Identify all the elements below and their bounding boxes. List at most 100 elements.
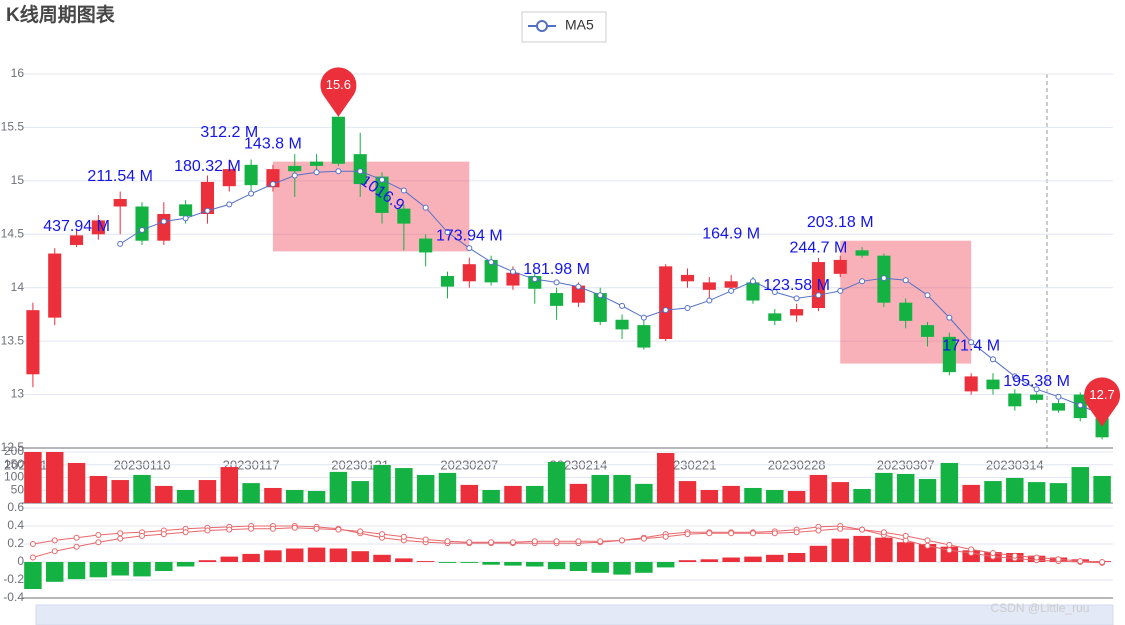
macd-bar: [722, 557, 740, 562]
ma-line-point: [204, 207, 211, 214]
annotation: 143.8 M: [244, 136, 302, 153]
volume-bar: [242, 483, 260, 503]
macd-line-point: [924, 537, 931, 544]
volume-bar: [482, 489, 500, 503]
macd-line-point: [379, 531, 386, 538]
ma-line-point: [859, 278, 866, 285]
macd-line-point: [837, 525, 844, 532]
ma-line-point: [640, 314, 647, 321]
macd-bar: [395, 558, 413, 562]
macd-bar: [176, 562, 195, 567]
y-tick-label: 13: [11, 387, 25, 401]
candle-body: [91, 220, 105, 235]
volume-bar: [831, 482, 849, 503]
volume-bar: [176, 489, 195, 503]
macd-line-point: [749, 530, 756, 537]
macd-bar: [766, 554, 784, 562]
macd-line-point: [269, 525, 276, 532]
volume-bar: [918, 479, 937, 503]
volume-bar: [875, 472, 893, 503]
candle-body: [113, 199, 127, 207]
ma-line-point: [269, 181, 276, 188]
candle-body: [26, 310, 40, 375]
ma-line-point: [968, 339, 975, 346]
candle-body: [833, 259, 847, 274]
candle-body: [440, 275, 455, 287]
ma-line-point: [793, 295, 800, 302]
macd-line-point: [662, 533, 669, 540]
candle-body: [637, 325, 651, 348]
macd-line-point: [968, 546, 975, 553]
candle-body: [157, 213, 171, 241]
candle-body: [659, 266, 673, 340]
ma-line-point: [139, 227, 146, 234]
candle-body: [702, 282, 716, 290]
macd-line-point: [335, 526, 342, 533]
volume-bar: [460, 484, 479, 503]
ma-line-point: [357, 168, 364, 175]
macd-bar: [460, 562, 479, 563]
ma-line-point: [749, 278, 756, 285]
volume-bar: [896, 473, 915, 503]
volume-bar: [264, 487, 282, 503]
y-tick-label: 12.5: [1, 440, 25, 454]
volume-bar: [89, 475, 108, 503]
candle-body: [1095, 418, 1109, 438]
data-zoom[interactable]: [35, 604, 1114, 625]
macd-bar: [591, 562, 609, 573]
y-tick-label: 0.2: [7, 536, 24, 550]
ma-line-point: [488, 259, 495, 266]
y-tick-label: -0.4: [3, 590, 24, 604]
macd-line-point: [1099, 559, 1106, 565]
ma-line-point: [291, 172, 298, 179]
macd-line-point: [619, 537, 626, 544]
macd-bar: [547, 562, 566, 570]
macd-line-point: [444, 538, 451, 545]
volume-bar: [984, 481, 1002, 503]
macd-bar: [635, 562, 653, 573]
mark-pin: [320, 67, 357, 117]
candle-body: [593, 293, 607, 322]
candle-body: [571, 285, 585, 303]
watermark: CSDN @Little_ruu: [991, 601, 1090, 615]
ma-line-point: [117, 240, 124, 247]
volume-bar: [286, 489, 304, 503]
candle-body: [724, 281, 738, 288]
volume-bar: [809, 474, 828, 503]
candle-body: [1051, 403, 1065, 411]
volume-bar: [1006, 478, 1024, 503]
y-tick-label: 0.6: [7, 500, 24, 514]
y-tick-label: 14.5: [1, 226, 25, 240]
volume-bar: [155, 485, 173, 503]
mark-pin: [1084, 377, 1121, 427]
macd-bar: [700, 559, 719, 562]
volume-bar: [395, 468, 413, 503]
ma-line-point: [597, 292, 604, 299]
macd-line-point: [989, 550, 996, 556]
annotation: 164.9 M: [702, 226, 760, 243]
macd-bar: [155, 562, 173, 571]
ma-line-point: [924, 292, 931, 299]
y-tick-label: 15.5: [1, 120, 25, 134]
ma-line: [119, 170, 1103, 416]
candle-body: [680, 274, 695, 282]
volume-bar: [1049, 483, 1068, 503]
macd-line-point: [815, 527, 822, 534]
macd-line-point: [95, 532, 102, 538]
candle-body: [1008, 393, 1022, 407]
volume-bar: [613, 474, 631, 503]
macd-bar: [220, 556, 239, 562]
macd-line-point: [117, 535, 124, 542]
volume-bar: [504, 485, 522, 503]
candle-body: [48, 253, 62, 318]
macd-line-point: [248, 525, 255, 532]
volume-bar: [853, 488, 871, 503]
volume-bar: [351, 481, 369, 503]
legend-marker: [536, 20, 548, 32]
candle-body: [790, 309, 804, 316]
volume-bar: [416, 474, 435, 503]
macd-line-point: [95, 539, 102, 546]
macd-line-point: [509, 539, 516, 546]
macd-line-point: [51, 537, 58, 544]
